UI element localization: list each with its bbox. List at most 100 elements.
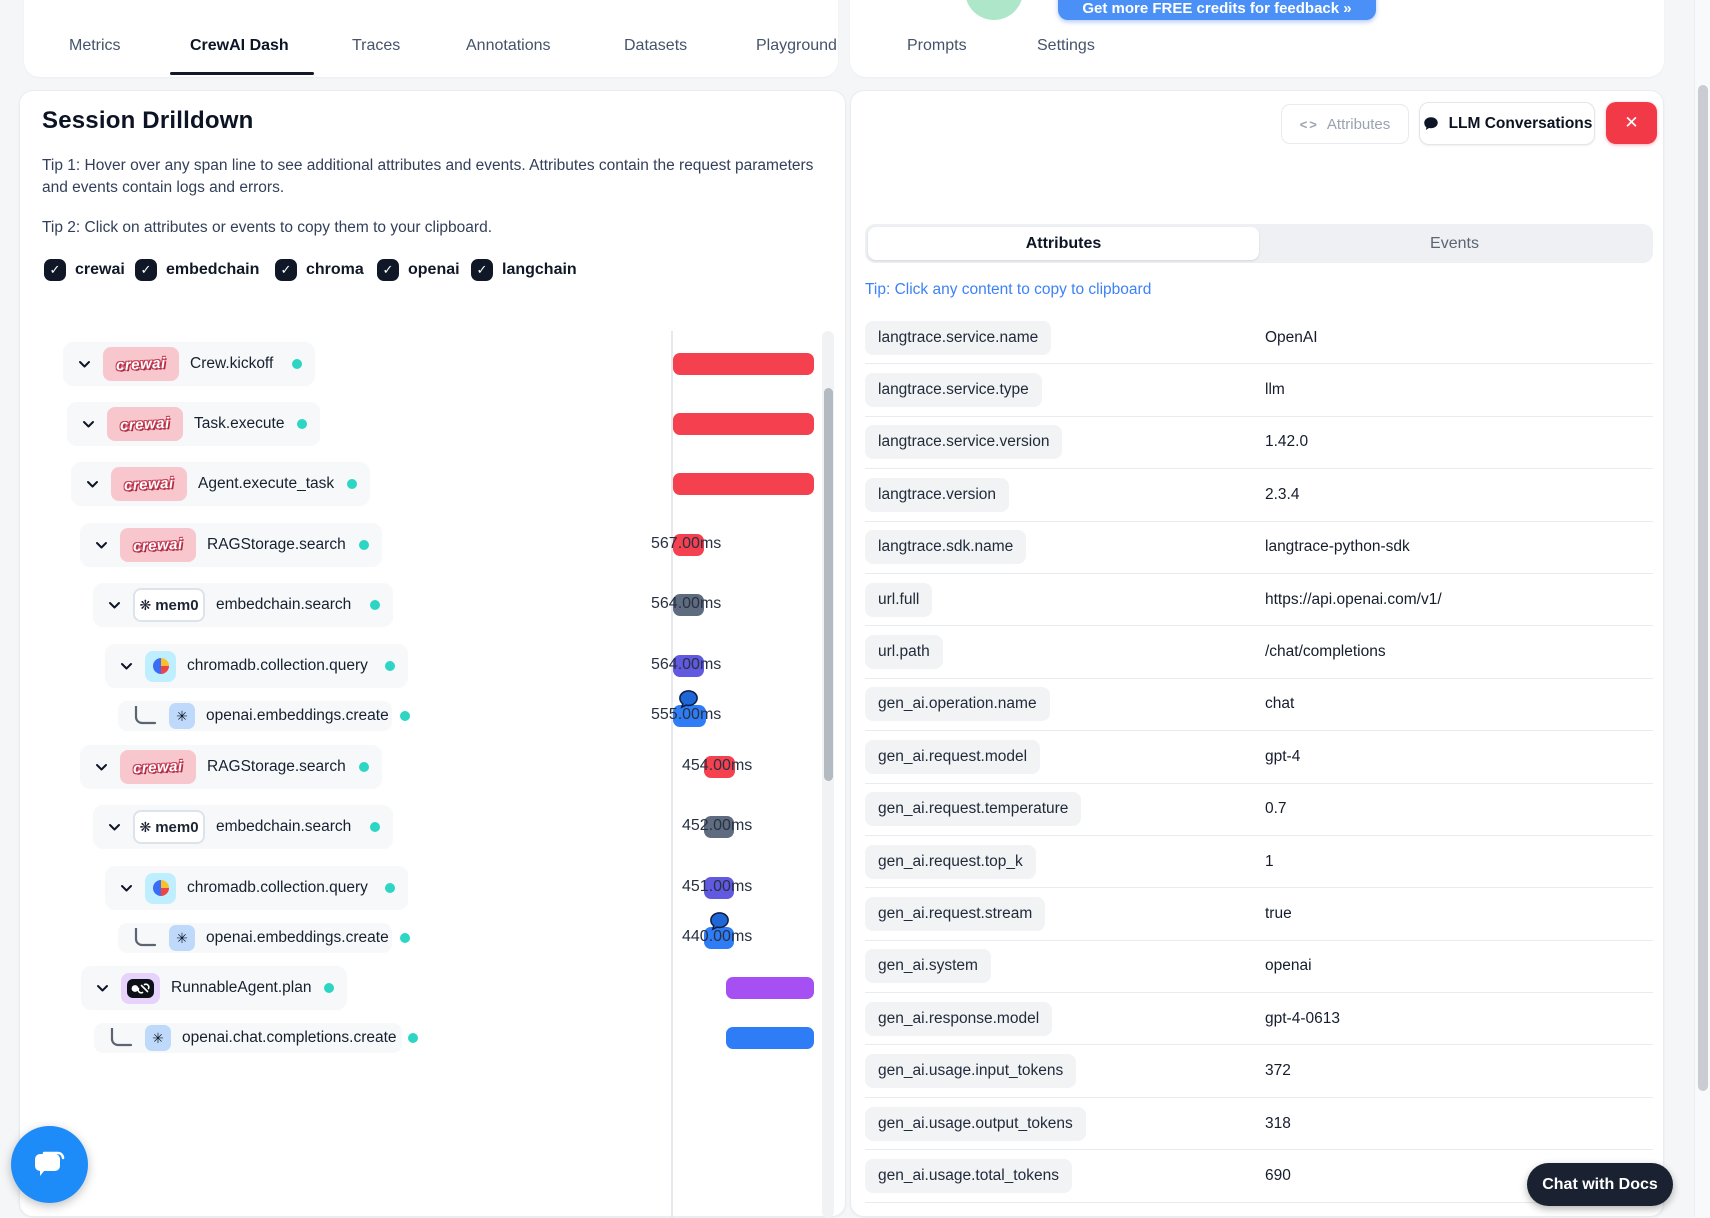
attr-row-gen-ai-request-model[interactable]: gen_ai.request.model gpt-4 bbox=[865, 731, 1653, 784]
span-row-chromadb-collection-query[interactable]: chromadb.collection.query bbox=[105, 866, 408, 910]
attribute-key[interactable]: langtrace.version bbox=[865, 477, 1010, 512]
attr-row-gen-ai-usage-total-tokens[interactable]: gen_ai.usage.total_tokens 690 bbox=[865, 1150, 1653, 1203]
chevron-down-icon[interactable] bbox=[85, 477, 100, 492]
close-button[interactable]: ✕ bbox=[1606, 102, 1657, 144]
attribute-key[interactable]: langtrace.service.type bbox=[865, 373, 1042, 408]
get-credits-button[interactable]: Get more FREE credits for feedback » bbox=[1058, 0, 1376, 20]
attribute-key[interactable]: langtrace.sdk.name bbox=[865, 530, 1027, 565]
span-duration-bar[interactable] bbox=[673, 413, 814, 435]
nav-tab-annotations[interactable]: Annotations bbox=[466, 37, 551, 54]
attribute-key[interactable]: gen_ai.operation.name bbox=[865, 687, 1050, 722]
attribute-key[interactable]: langtrace.service.name bbox=[865, 320, 1052, 355]
span-row-embedchain-search[interactable]: ❋ mem0 embedchain.search bbox=[93, 805, 393, 849]
tree-scrollbar-thumb[interactable] bbox=[823, 388, 833, 781]
chevron-down-icon[interactable] bbox=[95, 981, 110, 996]
tab-events[interactable]: Events bbox=[1430, 234, 1479, 252]
span-row-task-execute[interactable]: crewai Task.execute bbox=[67, 402, 320, 446]
span-row-agent-execute-task[interactable]: crewai Agent.execute_task bbox=[71, 462, 370, 506]
chevron-down-icon[interactable] bbox=[94, 538, 109, 553]
filter-chroma[interactable]: ✓ chroma bbox=[275, 259, 364, 281]
nav-tab-metrics[interactable]: Metrics bbox=[69, 37, 121, 54]
attr-row-gen-ai-usage-output-tokens[interactable]: gen_ai.usage.output_tokens 318 bbox=[865, 1098, 1653, 1151]
attribute-key[interactable]: langtrace.service.version bbox=[865, 425, 1063, 460]
page-scrollbar-thumb[interactable] bbox=[1698, 85, 1708, 1091]
attr-row-gen-ai-response-model[interactable]: gen_ai.response.model gpt-4-0613 bbox=[865, 993, 1653, 1046]
attribute-value[interactable]: gpt-4-0613 bbox=[1265, 1009, 1340, 1027]
tab-attributes[interactable]: Attributes bbox=[868, 227, 1259, 260]
filter-openai[interactable]: ✓ openai bbox=[377, 259, 460, 281]
checkbox-checked-icon[interactable]: ✓ bbox=[377, 259, 399, 281]
attribute-value[interactable]: 2.3.4 bbox=[1265, 485, 1300, 503]
span-row-runnableagent-plan[interactable]: RunnableAgent.plan bbox=[81, 966, 347, 1010]
span-duration-bar[interactable] bbox=[673, 534, 704, 556]
attribute-key[interactable]: gen_ai.usage.input_tokens bbox=[865, 1054, 1077, 1089]
span-duration-bar[interactable] bbox=[704, 927, 734, 949]
span-duration-bar[interactable] bbox=[726, 977, 814, 999]
attr-row-langtrace-service-version[interactable]: langtrace.service.version 1.42.0 bbox=[865, 417, 1653, 470]
span-row-crew-kickoff[interactable]: crewai Crew.kickoff bbox=[63, 342, 315, 386]
attribute-key[interactable]: gen_ai.request.temperature bbox=[865, 792, 1082, 827]
span-duration-bar[interactable] bbox=[673, 353, 814, 375]
chevron-down-icon[interactable] bbox=[107, 820, 122, 835]
chat-with-docs-button[interactable]: Chat with Docs bbox=[1527, 1163, 1673, 1206]
attribute-value[interactable]: openai bbox=[1265, 957, 1312, 975]
attr-row-gen-ai-request-stream[interactable]: gen_ai.request.stream true bbox=[865, 888, 1653, 941]
attr-row-gen-ai-usage-input-tokens[interactable]: gen_ai.usage.input_tokens 372 bbox=[865, 1045, 1653, 1098]
span-duration-bar[interactable] bbox=[673, 473, 814, 495]
span-duration-bar[interactable] bbox=[673, 655, 704, 677]
attr-row-url-path[interactable]: url.path/chat/completions bbox=[865, 626, 1653, 679]
attribute-value[interactable]: OpenAI bbox=[1265, 328, 1318, 346]
attribute-key[interactable]: url.full bbox=[865, 582, 933, 617]
checkbox-checked-icon[interactable]: ✓ bbox=[471, 259, 493, 281]
attribute-key[interactable]: gen_ai.usage.total_tokens bbox=[865, 1158, 1072, 1193]
page-scrollbar[interactable] bbox=[1694, 0, 1710, 1217]
attribute-key[interactable]: gen_ai.system bbox=[865, 949, 991, 984]
attr-row-gen-ai-request-top-k[interactable]: gen_ai.request.top_k 1 bbox=[865, 836, 1653, 889]
checkbox-checked-icon[interactable]: ✓ bbox=[44, 259, 66, 281]
attribute-value[interactable]: llm bbox=[1265, 381, 1285, 399]
attr-row-gen-ai-request-temperature[interactable]: gen_ai.request.temperature 0.7 bbox=[865, 784, 1653, 836]
attribute-value[interactable]: https://api.openai.com/v1/ bbox=[1265, 590, 1442, 608]
span-row-ragstorage-search[interactable]: crewai RAGStorage.search bbox=[80, 745, 382, 789]
span-row-chromadb-collection-query[interactable]: chromadb.collection.query bbox=[105, 644, 408, 688]
attribute-value[interactable]: chat bbox=[1265, 695, 1295, 713]
span-duration-bar[interactable] bbox=[673, 594, 704, 616]
attribute-value[interactable]: true bbox=[1265, 904, 1292, 922]
support-chat-launcher[interactable] bbox=[11, 1126, 88, 1203]
filter-langchain[interactable]: ✓ langchain bbox=[471, 259, 577, 281]
chevron-down-icon[interactable] bbox=[77, 357, 92, 372]
attributes-code-button[interactable]: <> Attributes bbox=[1281, 104, 1409, 144]
nav-tab-playground[interactable]: Playground bbox=[756, 37, 837, 54]
attribute-value[interactable]: 318 bbox=[1265, 1114, 1291, 1132]
attr-row-langtrace-sdk-name[interactable]: langtrace.sdk.name langtrace-python-sdk bbox=[865, 522, 1653, 574]
llm-conversations-button[interactable]: LLM Conversations bbox=[1419, 102, 1595, 145]
attr-row-langtrace-service-type[interactable]: langtrace.service.type llm bbox=[865, 364, 1653, 417]
attribute-value[interactable]: langtrace-python-sdk bbox=[1265, 538, 1410, 556]
filter-crewai[interactable]: ✓ crewai bbox=[44, 259, 125, 281]
nav-tab-crewai-dash[interactable]: CrewAI Dash bbox=[190, 37, 289, 54]
checkbox-checked-icon[interactable]: ✓ bbox=[275, 259, 297, 281]
attribute-key[interactable]: gen_ai.request.model bbox=[865, 739, 1041, 774]
span-row-openai-embeddings-create[interactable]: ✳ openai.embeddings.create bbox=[118, 923, 410, 953]
attribute-value[interactable]: 1 bbox=[1265, 852, 1274, 870]
attr-row-url-full[interactable]: url.full https://api.openai.com/v1/ bbox=[865, 574, 1653, 627]
attribute-value[interactable]: 1.42.0 bbox=[1265, 433, 1309, 451]
attribute-value[interactable]: 0.7 bbox=[1265, 800, 1287, 818]
filter-embedchain[interactable]: ✓ embedchain bbox=[135, 259, 259, 281]
span-row-openai-chat-completions-create[interactable]: ✳ openai.chat.completions.create bbox=[94, 1023, 418, 1053]
tree-scrollbar[interactable] bbox=[822, 331, 834, 1218]
nav-tab-prompts[interactable]: Prompts bbox=[907, 37, 967, 54]
span-duration-bar[interactable] bbox=[704, 877, 734, 899]
span-duration-bar[interactable] bbox=[726, 1027, 814, 1049]
nav-tab-traces[interactable]: Traces bbox=[352, 37, 401, 54]
attribute-key[interactable]: url.path bbox=[865, 635, 943, 670]
span-duration-bar[interactable] bbox=[704, 756, 735, 778]
attr-row-gen-ai-system[interactable]: gen_ai.system openai bbox=[865, 941, 1653, 994]
span-duration-bar[interactable] bbox=[704, 816, 734, 838]
chevron-down-icon[interactable] bbox=[119, 659, 134, 674]
attribute-value[interactable]: 372 bbox=[1265, 1062, 1291, 1080]
span-duration-bar[interactable] bbox=[673, 705, 706, 727]
attribute-key[interactable]: gen_ai.usage.output_tokens bbox=[865, 1106, 1086, 1141]
chevron-down-icon[interactable] bbox=[94, 760, 109, 775]
span-row-openai-embeddings-create[interactable]: ✳ openai.embeddings.create bbox=[118, 701, 410, 731]
